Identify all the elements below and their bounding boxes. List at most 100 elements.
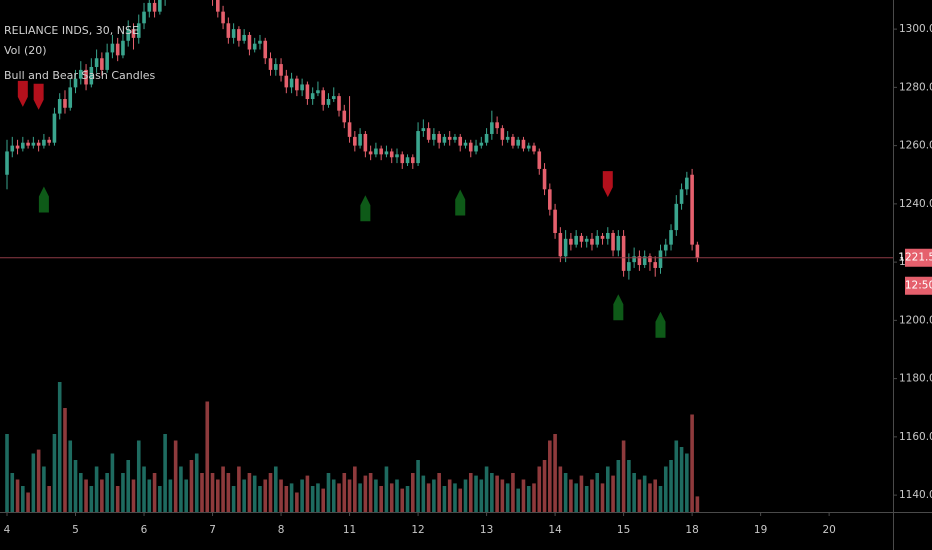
candle-body: [126, 29, 131, 41]
bull-signal: [455, 189, 466, 216]
volume-bar: [68, 440, 73, 512]
volume-bar: [52, 434, 57, 512]
volume-bar: [468, 473, 473, 512]
volume-bar: [168, 479, 173, 512]
candle-body: [100, 58, 104, 70]
candle-body: [410, 157, 415, 164]
volume-bar: [584, 486, 589, 512]
candle-body: [26, 142, 30, 146]
candle-body: [621, 235, 626, 271]
volume-bar: [110, 453, 115, 512]
candle-body: [131, 29, 136, 38]
volume-bar: [426, 483, 431, 512]
candle-body: [15, 145, 20, 149]
volume-bar: [126, 460, 131, 512]
candle-body: [658, 250, 663, 268]
volume-bar: [653, 479, 658, 512]
candle-body: [237, 29, 241, 41]
volume-bar: [295, 492, 299, 512]
candle-body: [73, 78, 78, 88]
volume-bar: [115, 486, 120, 512]
x-tick-label: 11: [343, 524, 356, 536]
volume-bar: [42, 466, 46, 512]
candle-body: [57, 99, 62, 114]
volume-bar: [505, 483, 510, 512]
volume-bar: [600, 483, 605, 512]
candle-body: [605, 232, 610, 239]
candle-body: [152, 2, 157, 12]
y-tick-label: 1140.00: [899, 489, 932, 501]
volume-bar: [316, 483, 320, 512]
volume-bar: [131, 479, 136, 512]
candle-body: [600, 235, 605, 239]
volume-bar: [648, 483, 652, 512]
volume-bar: [669, 460, 673, 512]
candle-body: [690, 174, 694, 245]
volume-bar: [384, 466, 389, 512]
candle-body: [495, 122, 499, 129]
countdown-label: 12:50: [905, 280, 932, 292]
candle-body: [463, 142, 468, 146]
volume-bar: [247, 473, 252, 512]
volume-bar: [569, 479, 573, 512]
y-tick-label: 1300.00: [899, 23, 932, 35]
candle-body: [321, 90, 326, 105]
volume-bar: [152, 473, 157, 512]
volume-bar: [231, 486, 236, 512]
candle-body: [342, 110, 347, 123]
x-tick-label: 8: [278, 524, 285, 536]
x-tick-label: 20: [822, 524, 835, 536]
candle-body: [36, 142, 41, 146]
candle-body: [574, 235, 578, 245]
volume-bar: [358, 483, 362, 512]
volume-bar: [237, 466, 241, 512]
volume-bar: [621, 440, 626, 512]
candle-body: [505, 136, 510, 140]
volume-bar: [73, 460, 78, 512]
candle-body: [273, 64, 278, 70]
candle-body: [468, 142, 473, 152]
plot-area: [0, 0, 893, 512]
volume-bar: [226, 473, 231, 512]
candle-body: [400, 154, 405, 164]
candle-body: [63, 99, 67, 108]
candle-body: [284, 75, 289, 88]
volume-bar: [611, 475, 615, 512]
volume-bar: [310, 486, 315, 512]
candle-body: [258, 40, 262, 44]
candle-body: [526, 145, 531, 149]
candle-body: [147, 2, 152, 12]
axes: 1140.001160.001180.001200.001220.001240.…: [4, 23, 932, 536]
volume-bar: [516, 488, 520, 512]
indicator-label: Bull and Bear Sash Candles: [4, 69, 156, 82]
candle-body: [395, 154, 399, 158]
candle-body: [84, 69, 88, 85]
volume-bar: [389, 483, 394, 512]
countdown-box: [905, 276, 932, 295]
candle-body: [374, 148, 378, 155]
volume-bar: [374, 479, 378, 512]
volume-bar: [363, 475, 368, 512]
indicator-label: Vol (20): [4, 44, 47, 57]
candle-body: [595, 235, 600, 245]
bear-signal: [17, 80, 28, 107]
y-tick-label: 1240.00: [899, 198, 932, 210]
x-tick-label: 4: [4, 524, 11, 536]
volume-bar: [347, 479, 352, 512]
volume-bar: [368, 473, 373, 512]
volume-bar: [205, 401, 210, 512]
candle-body: [295, 78, 299, 91]
candle-body: [289, 78, 294, 88]
volume-bar: [453, 483, 457, 512]
candle-body: [685, 177, 689, 190]
x-tick-label: 12: [411, 524, 424, 536]
candle-body: [437, 133, 441, 143]
volume-bar: [63, 408, 67, 512]
candle-body: [363, 133, 368, 152]
volume-bar: [542, 460, 547, 512]
candle-body: [221, 11, 225, 24]
x-tick-label: 15: [617, 524, 630, 536]
candle-body: [231, 29, 236, 38]
x-tick-label: 14: [548, 524, 562, 536]
